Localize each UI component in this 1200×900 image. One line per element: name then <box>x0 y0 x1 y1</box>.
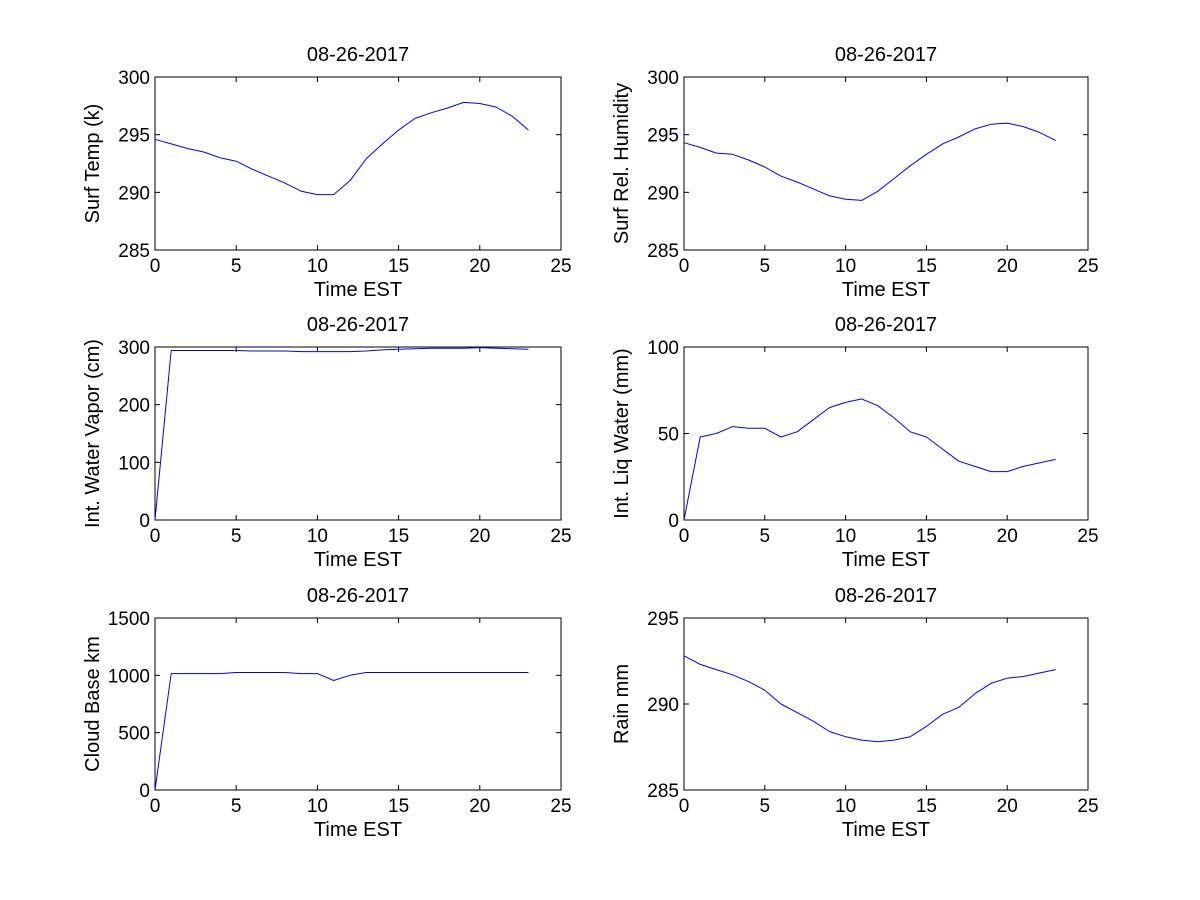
y-tick-label: 0 <box>139 781 150 802</box>
y-tick-label: 0 <box>139 511 150 532</box>
chart-panel-5: 0 5 10 15 20 25 0 500 1000 1500 08-26-2017 Time EST… <box>82 585 572 841</box>
x-tick-label: 10 <box>835 796 856 817</box>
x-tick-label: 20 <box>469 256 490 277</box>
x-tick-label: 10 <box>307 256 328 277</box>
x-tick-label: 15 <box>916 526 937 547</box>
x-tick-label: 5 <box>231 526 242 547</box>
chart-title: 08-26-2017 <box>307 585 409 607</box>
x-tick-label: 15 <box>388 256 409 277</box>
chart-panel-1: 0 5 10 15 20 25 285 290 295 300 08-26-2017 Time EST… <box>82 44 572 301</box>
y-tick-label: 100 <box>647 338 679 359</box>
y-axis-label: Int. Liq Water (mm) <box>611 348 633 518</box>
x-axis-label: Time EST <box>314 819 402 841</box>
x-axis-label: Time EST <box>314 279 402 301</box>
chart-title: 08-26-2017 <box>835 585 937 607</box>
x-tick-label: 0 <box>679 256 690 277</box>
x-tick-label: 15 <box>916 796 937 817</box>
x-tick-label: 10 <box>835 526 856 547</box>
x-tick-label: 25 <box>550 796 571 817</box>
x-tick-label: 5 <box>231 256 242 277</box>
x-tick-label: 0 <box>679 526 690 547</box>
x-tick-label: 20 <box>469 796 490 817</box>
y-axis-label: Cloud Base km <box>82 636 104 772</box>
x-tick-label: 0 <box>150 256 161 277</box>
x-tick-label: 0 <box>679 796 690 817</box>
chart-panel-2: 0 5 10 15 20 25 285 290 295 300 08-26-2017 Time EST… <box>611 44 1099 301</box>
y-tick-label: 295 <box>118 126 150 147</box>
series-line-1 <box>154 347 529 521</box>
plot-frame <box>154 617 562 791</box>
x-tick-label: 25 <box>550 256 571 277</box>
x-tick-label: 5 <box>760 796 771 817</box>
plot-frame <box>154 76 562 251</box>
chart-panel-3: 0 5 10 15 20 25 0 100 200 300 08-26-2017 Time EST In… <box>82 314 572 571</box>
x-axis-label: Time EST <box>842 819 930 841</box>
x-axis-label: Time EST <box>842 279 930 301</box>
x-tick-label: 10 <box>307 526 328 547</box>
y-tick-label: 50 <box>658 425 679 446</box>
x-tick-label: 0 <box>150 796 161 817</box>
y-tick-label: 500 <box>118 724 150 745</box>
y-tick-label: 285 <box>118 241 150 262</box>
x-tick-label: 15 <box>388 526 409 547</box>
y-axis-label: Surf Rel. Humidity <box>611 83 633 244</box>
x-tick-label: 0 <box>150 526 161 547</box>
y-axis-label: Int. Water Vapor (cm) <box>82 339 104 528</box>
x-tick-label: 5 <box>760 256 771 277</box>
chart-title: 08-26-2017 <box>835 44 937 66</box>
plot-frame <box>683 76 1089 251</box>
x-tick-label: 5 <box>760 526 771 547</box>
y-tick-label: 1000 <box>108 666 150 687</box>
y-tick-label: 0 <box>668 511 679 532</box>
x-tick-label: 25 <box>550 526 571 547</box>
series-line-1 <box>683 655 1056 743</box>
x-tick-label: 5 <box>231 796 242 817</box>
x-axis-label: Time EST <box>842 549 930 571</box>
y-tick-label: 285 <box>647 781 679 802</box>
x-tick-label: 25 <box>1077 256 1098 277</box>
plot-frame <box>683 346 1089 521</box>
series-line-1 <box>154 101 529 196</box>
x-tick-label: 25 <box>1077 796 1098 817</box>
y-tick-label: 300 <box>647 68 679 89</box>
y-tick-label: 290 <box>118 183 150 204</box>
y-tick-label: 100 <box>118 453 150 474</box>
y-tick-label: 285 <box>647 241 679 262</box>
x-tick-label: 20 <box>997 526 1018 547</box>
chart-title: 08-26-2017 <box>307 44 409 66</box>
chart-panel-6: 0 5 10 15 20 25 285 290 295 08-26-2017 Time EST Rai… <box>611 585 1099 841</box>
x-tick-label: 25 <box>1077 526 1098 547</box>
chart-title: 08-26-2017 <box>835 314 937 336</box>
y-tick-label: 300 <box>118 68 150 89</box>
y-axis-label: Rain mm <box>611 664 633 744</box>
chart-panel-4: 0 5 10 15 20 25 0 50 100 08-26-2017 Time EST Int. L… <box>611 314 1099 571</box>
x-tick-label: 20 <box>997 256 1018 277</box>
y-tick-label: 290 <box>647 183 679 204</box>
y-tick-label: 1500 <box>108 609 150 630</box>
x-tick-label: 20 <box>469 526 490 547</box>
x-tick-label: 20 <box>997 796 1018 817</box>
series-line-1 <box>154 672 529 791</box>
plot-frame <box>154 346 562 521</box>
y-tick-label: 300 <box>118 338 150 359</box>
chart-title: 08-26-2017 <box>307 314 409 336</box>
x-tick-label: 10 <box>307 796 328 817</box>
y-tick-label: 295 <box>647 609 679 630</box>
y-tick-label: 200 <box>118 396 150 417</box>
x-tick-label: 15 <box>388 796 409 817</box>
y-tick-label: 290 <box>647 695 679 716</box>
y-axis-label: Surf Temp (k) <box>82 104 104 224</box>
series-line-1 <box>683 398 1056 521</box>
series-line-1 <box>683 122 1056 201</box>
x-tick-label: 15 <box>916 256 937 277</box>
x-axis-label: Time EST <box>314 549 402 571</box>
plot-frame <box>683 617 1089 791</box>
x-tick-label: 10 <box>835 256 856 277</box>
y-tick-label: 295 <box>647 126 679 147</box>
